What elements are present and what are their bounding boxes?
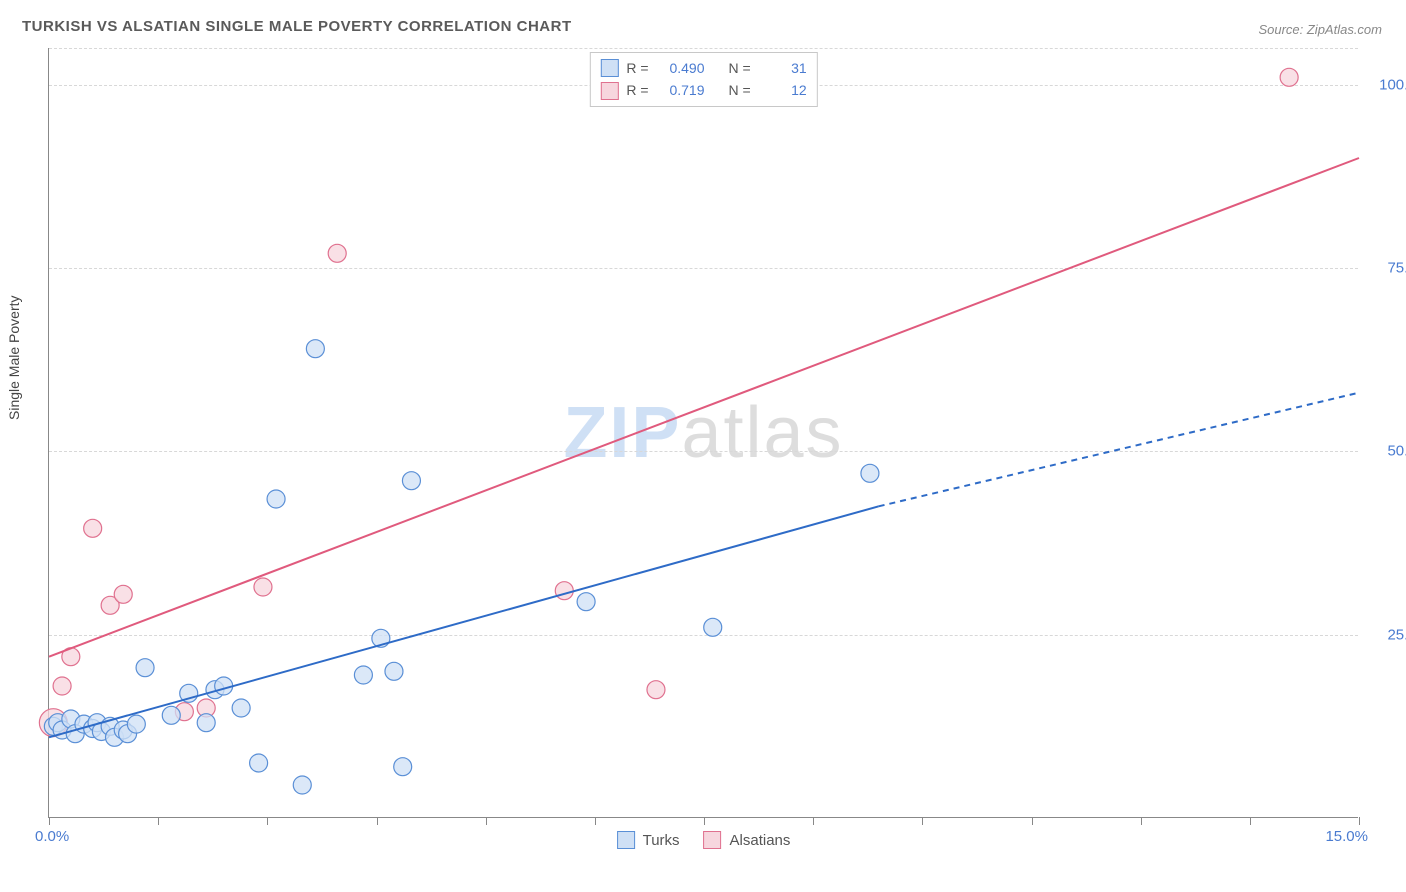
data-point [861, 464, 879, 482]
legend-swatch-alsatians-icon [704, 831, 722, 849]
trend-line [879, 393, 1359, 507]
x-tick [704, 817, 705, 825]
data-point [385, 662, 403, 680]
x-tick [922, 817, 923, 825]
x-tick [158, 817, 159, 825]
source-name: ZipAtlas.com [1307, 22, 1382, 37]
x-tick [813, 817, 814, 825]
trend-line [49, 506, 879, 737]
data-point [306, 340, 324, 358]
data-point [354, 666, 372, 684]
data-point [394, 758, 412, 776]
data-point [127, 715, 145, 733]
data-point [402, 472, 420, 490]
data-point [84, 519, 102, 537]
legend-swatch-turks-icon [617, 831, 635, 849]
x-tick [1032, 817, 1033, 825]
x-axis-max-label: 15.0% [1325, 828, 1368, 845]
series-legend: Turks Alsatians [617, 831, 791, 849]
scatter-svg [49, 48, 1358, 817]
data-point [162, 706, 180, 724]
series-legend-alsatians: Alsatians [704, 831, 791, 849]
trend-line [49, 158, 1359, 657]
x-tick [1141, 817, 1142, 825]
data-point [197, 714, 215, 732]
y-tick-label: 100.0% [1366, 76, 1406, 93]
x-tick [377, 817, 378, 825]
data-point [250, 754, 268, 772]
data-point [136, 659, 154, 677]
data-point [53, 677, 71, 695]
data-point [254, 578, 272, 596]
y-tick-label: 25.0% [1366, 626, 1406, 643]
source-label: Source: ZipAtlas.com [1258, 22, 1382, 37]
x-tick [595, 817, 596, 825]
x-tick [486, 817, 487, 825]
data-point [267, 490, 285, 508]
data-point [114, 585, 132, 603]
plot-area: ZIPatlas 25.0%50.0%75.0%100.0% 0.0% 15.0… [48, 48, 1358, 818]
x-tick [49, 817, 50, 825]
data-point [328, 244, 346, 262]
x-tick [1359, 817, 1360, 825]
data-point [555, 582, 573, 600]
series-name-turks: Turks [643, 832, 680, 849]
source-prefix: Source: [1258, 22, 1306, 37]
y-tick-label: 75.0% [1366, 260, 1406, 277]
data-point [647, 681, 665, 699]
x-tick [1250, 817, 1251, 825]
series-legend-turks: Turks [617, 831, 680, 849]
y-axis-label: Single Male Poverty [6, 295, 22, 420]
y-tick-label: 50.0% [1366, 443, 1406, 460]
series-name-alsatians: Alsatians [730, 832, 791, 849]
data-point [232, 699, 250, 717]
data-point [293, 776, 311, 794]
chart-title: TURKISH VS ALSATIAN SINGLE MALE POVERTY … [22, 18, 572, 35]
x-tick [267, 817, 268, 825]
data-point [1280, 68, 1298, 86]
data-point [704, 618, 722, 636]
x-axis-origin-label: 0.0% [35, 828, 69, 845]
data-point [577, 593, 595, 611]
